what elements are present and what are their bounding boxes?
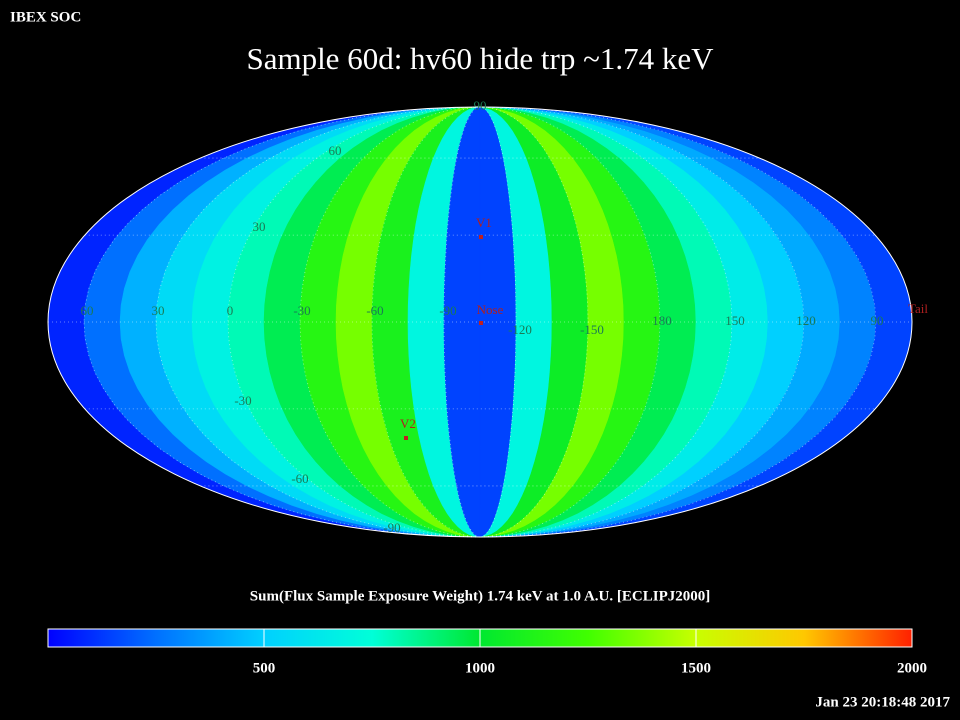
marker-label: V2	[400, 416, 416, 431]
longitude-label: -150	[580, 322, 604, 337]
marker-dot	[479, 235, 483, 239]
meridian	[83, 106, 481, 538]
colorbar-title: Sum(Flux Sample Exposure Weight) 1.74 ke…	[250, 588, 710, 604]
latitude-label: 60	[329, 143, 342, 158]
meridian	[479, 106, 877, 538]
longitude-label: 150	[725, 313, 745, 328]
longitude-label: -90	[439, 303, 456, 318]
longitude-label: -60	[366, 303, 383, 318]
title: Sample 60d: hv60 hide trp ~1.74 keV	[246, 41, 714, 76]
marker-label: V1	[476, 215, 492, 230]
longitude-label: 0	[227, 303, 234, 318]
longitude-label: 30	[152, 303, 165, 318]
longitude-label: 60	[81, 303, 94, 318]
latitude-label: -60	[291, 471, 308, 486]
meridian	[227, 106, 481, 538]
marker-label: Tail	[908, 301, 928, 316]
source-label: IBEX SOC	[10, 9, 81, 25]
map-border	[47, 106, 913, 538]
colorbar-tick-label: 1500	[681, 660, 711, 676]
longitude-label: 120	[796, 313, 816, 328]
longitude-label: -30	[293, 303, 310, 318]
marker-dot	[404, 436, 408, 440]
longitude-label: 90	[871, 313, 884, 328]
latitude-label: -30	[234, 393, 251, 408]
longitude-label: -120	[508, 322, 532, 337]
latitude-label: 90	[474, 98, 487, 113]
colorbar-ticks: 500 1000 1500 2000	[253, 629, 927, 676]
colorbar-tick-label: 1000	[465, 660, 495, 676]
timestamp: Jan 23 20:18:48 2017	[815, 694, 950, 710]
latitude-label: 30	[253, 219, 266, 234]
colorbar-tick-label: 500	[253, 660, 276, 676]
longitude-label: 180	[652, 313, 672, 328]
latitude-label: -90	[383, 520, 400, 535]
marker-label: Nose	[477, 302, 504, 317]
meridian	[479, 106, 733, 538]
marker-dot	[479, 321, 483, 325]
map-labels: 90 60 30 -30 -60 -90 60 30 0 -30 -60 -90 -120 -150 180…	[81, 98, 929, 535]
colorbar-tick-label: 2000	[897, 660, 927, 676]
